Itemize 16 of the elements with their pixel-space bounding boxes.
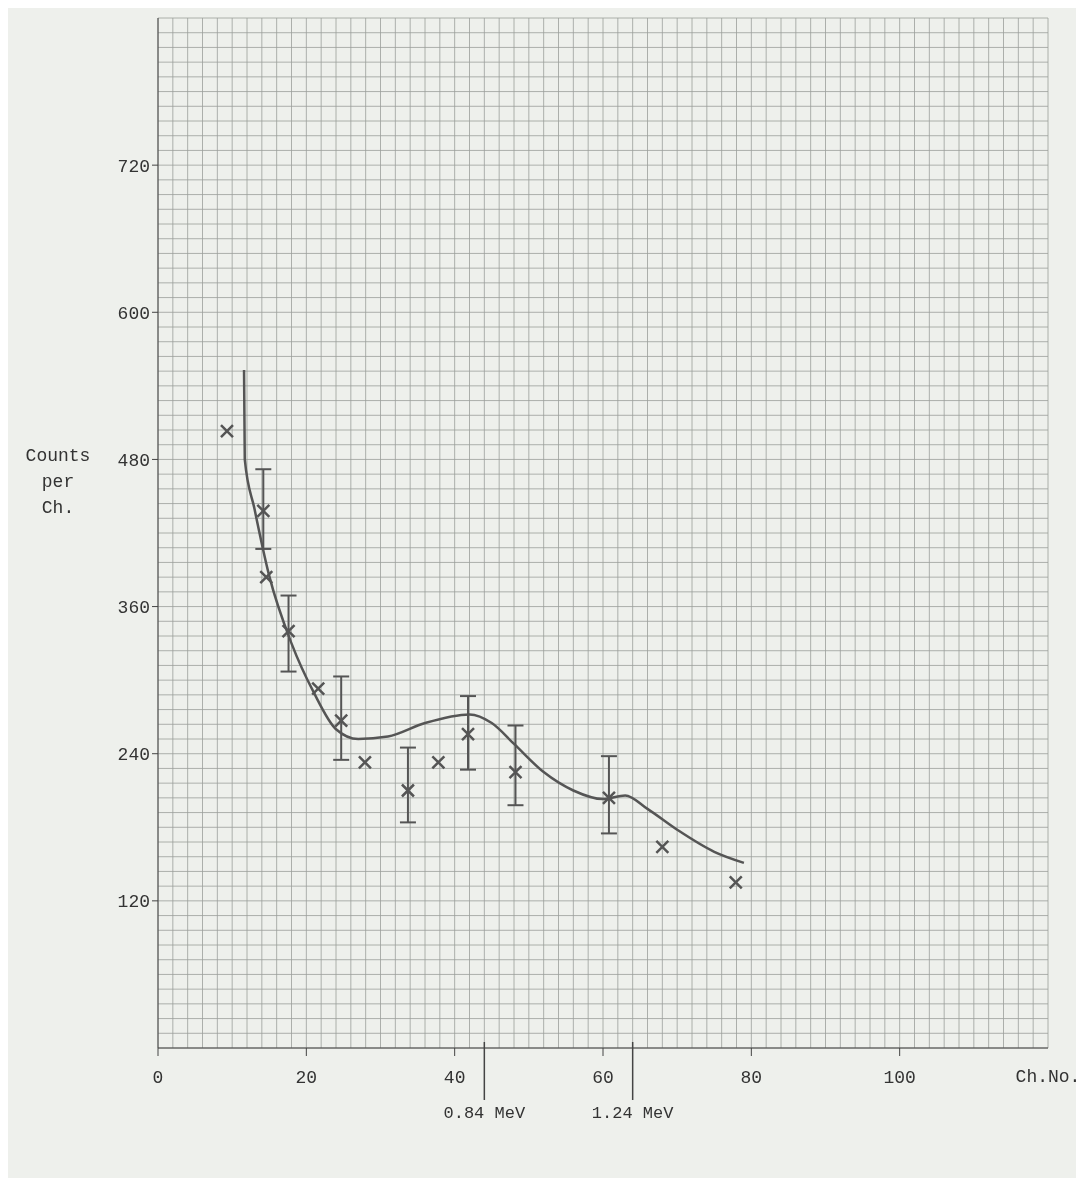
y-tick-label: 360 <box>117 597 150 618</box>
y-tick-label: 600 <box>117 303 150 324</box>
x-axis-title: Ch.No. <box>1015 1067 1081 1087</box>
ref-line-label: 0.84 MeV <box>443 1104 526 1123</box>
x-tick-label: 80 <box>740 1067 763 1088</box>
x-tick-label: 40 <box>443 1067 466 1088</box>
y-tick-label: 720 <box>117 156 150 177</box>
x-tick-label: 20 <box>295 1067 318 1088</box>
y-tick-label: 120 <box>117 892 150 913</box>
y-tick-label: 240 <box>117 745 150 766</box>
ref-line-label: 1.24 MeV <box>591 1104 675 1123</box>
x-tick-label: 60 <box>592 1067 614 1088</box>
x-tick-label: 0 <box>152 1067 164 1088</box>
y-axis-title: Counts per Ch. <box>25 445 91 518</box>
x-tick-label: 100 <box>883 1067 916 1088</box>
y-tick-label: 480 <box>117 450 150 471</box>
